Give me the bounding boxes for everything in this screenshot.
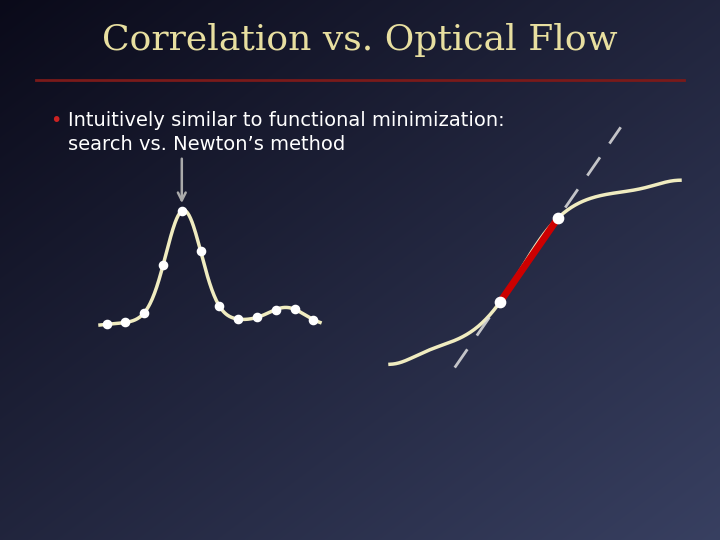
Point xyxy=(214,302,225,310)
Point xyxy=(270,305,282,314)
Point xyxy=(195,247,207,255)
Point xyxy=(495,298,506,306)
Text: Correlation vs. Optical Flow: Correlation vs. Optical Flow xyxy=(102,23,618,57)
Point xyxy=(289,305,300,314)
Text: search vs. Newton’s method: search vs. Newton’s method xyxy=(68,136,346,154)
Point xyxy=(138,308,150,317)
Point xyxy=(176,207,187,215)
Point xyxy=(251,313,263,322)
Text: Intuitively similar to functional minimization:: Intuitively similar to functional minimi… xyxy=(68,111,505,130)
Text: •: • xyxy=(50,111,61,130)
Point xyxy=(157,261,168,270)
Point xyxy=(552,213,564,222)
Point xyxy=(120,318,131,327)
Point xyxy=(307,315,319,324)
Point xyxy=(101,320,112,329)
Point xyxy=(233,315,244,323)
